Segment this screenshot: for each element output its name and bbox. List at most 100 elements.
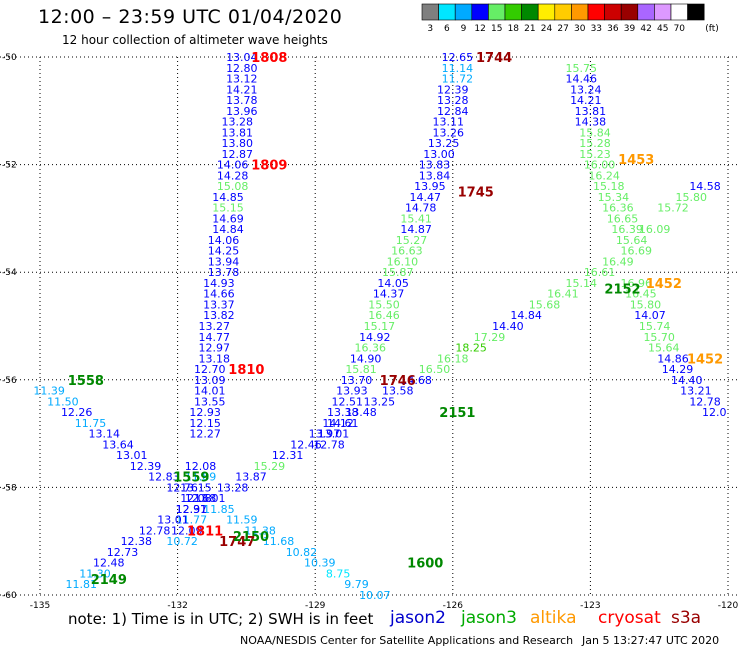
pass-time-label: 2152 [604,282,640,297]
wave-height-label: 14.84 [212,223,244,236]
colorbar-label: 21 [524,24,535,34]
wave-height-label: 12.83 [148,471,180,484]
wave-height-label: 16.41 [547,288,579,301]
wave-height-label: 15.64 [616,234,648,247]
wave-height-label: 13.00 [423,148,455,161]
wave-height-label: 12.93 [189,406,221,419]
wave-height-label: 15.74 [639,320,671,333]
wave-height-label: 13.81 [575,105,607,118]
lon-tick-label: -135 [30,601,50,611]
wave-height-label: 12.31 [272,449,304,462]
lat-tick-label: -60 [2,591,17,601]
wave-height-label: 14.38 [575,116,607,129]
wave-height-label: 16.36 [354,342,386,355]
pass-time-label: 1746 [380,374,416,389]
wave-height-label: 13.12 [226,73,258,86]
wave-height-label: 12.38 [121,535,153,548]
wave-height-label: 15.17 [364,320,396,333]
colorbar-label: 3 [427,24,433,34]
wave-height-label: 15.27 [396,234,428,247]
wave-height-label: 12.46 [290,438,322,451]
wave-height-label: 15.34 [598,191,630,204]
lon-tick-label: -132 [167,601,187,611]
colorbar-label: 30 [574,24,586,34]
wave-height-label: 14.84 [510,309,542,322]
wave-height-label: 12.0 [702,406,727,419]
wave-height-label: 14.40 [492,320,524,333]
wave-height-label: 13.95 [414,180,446,193]
colorbar: 3 6 9 12 15 18 21 24 27 30 33 36 39 42 45 70 (ft) [421,3,719,34]
page-subtitle: 12 hour collection of altimeter wave hei… [62,33,328,47]
wave-height-label: 16.09 [639,223,671,236]
wave-height-label: 13.70 [341,374,373,387]
wave-height-label: 13.87 [235,471,267,484]
wave-height-label: 14.29 [662,363,694,376]
pass-time-label: 2150 [233,530,269,545]
wave-height-label: 15.72 [657,202,689,215]
wave-height-label: 16.63 [391,245,423,258]
wave-height-label: 17.29 [474,331,506,344]
wave-height-label: 12.08 [180,492,212,505]
wave-height-label: 13.01 [318,428,350,441]
wave-height-label: 14.47 [410,191,442,204]
lon-tick-label: -126 [443,601,464,611]
pass-time-label: 1559 [173,471,209,486]
wave-height-label: 15.50 [368,298,400,311]
wave-height-label: 14.92 [359,331,391,344]
wave-height-label: 11.89 [185,471,217,484]
wave-height-label: 14.21 [570,94,602,107]
wave-height-label: 16.18 [437,352,469,365]
wave-height-label: 15.15 [212,202,244,215]
colorbar-swatch [421,3,439,21]
wave-height-label: 13.25 [428,137,460,150]
wave-height-label: 15.41 [400,212,432,225]
pass-time-label: 1452 [646,277,682,292]
pass-time-label: 1452 [687,352,723,367]
wave-height-label: 13.25 [364,395,396,408]
wave-height-label: 12.76 [166,481,198,494]
colorbar-swatch [488,3,506,21]
pass-time-label: 1811 [187,524,223,539]
colorbar-label: 39 [624,24,636,34]
colorbar-swatch [554,3,572,21]
wave-height-label: 15.08 [217,180,249,193]
wave-height-label: 15.68 [529,298,561,311]
wave-height-label: 10.72 [166,535,198,548]
wave-height-label: 14.86 [657,352,689,365]
colorbar-swatch [604,3,622,21]
wave-height-label: 16.10 [387,255,419,268]
wave-height-label: 14.66 [203,288,235,301]
mission-jason2: jason2 [390,608,446,628]
wave-height-label: 13.80 [221,137,253,150]
colorbar-swatch [654,3,672,21]
colorbar-label: 24 [541,24,553,34]
wave-height-label: 16.49 [602,255,634,268]
colorbar-swatch [687,3,705,21]
lat-tick-label: -52 [2,161,17,171]
colorbar-swatch [537,3,556,21]
wave-height-label: 13.28 [217,481,249,494]
wave-height-label: 11.38 [244,524,276,537]
wave-height-label: 13.18 [199,352,231,365]
pass-time-label: 1808 [251,51,287,66]
wave-height-label: 16.61 [584,266,616,279]
wave-height-label: 13.01 [116,449,148,462]
wave-height-label: 10.07 [359,589,391,602]
pass-time-label: 1745 [458,186,494,201]
wave-height-label: 13.81 [221,126,253,139]
mission-jason3: jason3 [461,608,517,628]
wave-height-label: 15.80 [630,298,662,311]
wave-height-label: 15.80 [676,191,708,204]
wave-height-label: 14.12 [322,417,354,430]
wave-height-label: 13.27 [199,320,231,333]
wave-height-label: 14.87 [400,223,432,236]
wave-height-label: 15.70 [643,331,675,344]
wave-height-label: 13.83 [419,159,451,172]
lat-tick-label: -56 [2,376,17,386]
colorbar-swatch [438,3,456,21]
wave-height-label: 12.65 [442,51,474,64]
wave-height-label: 14.46 [565,73,597,86]
lon-tick-label: -129 [305,601,326,611]
colorbar-unit: (ft) [705,24,719,34]
